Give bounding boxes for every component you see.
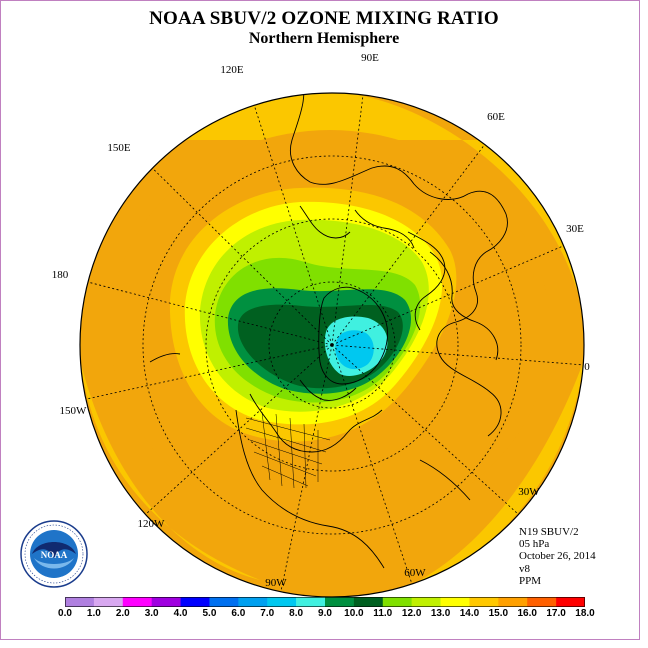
lon-label-120w: 120W [138, 518, 166, 530]
colorbar-segment [209, 597, 239, 607]
colorbar-tick-label: 2.0 [115, 608, 130, 619]
map-title: NOAA SBUV/2 OZONE MIXING RATIO [149, 8, 499, 29]
meridian-150e [133, 149, 333, 346]
colorbar-tick-label: 7.0 [260, 608, 275, 619]
lon-label-150w: 150W [60, 405, 88, 417]
lon-label-30e: 30E [566, 223, 584, 235]
colorbar-segment [325, 597, 355, 607]
colorbar-segment [267, 597, 297, 607]
longitude-labels: 90E 60E 30E 0 30W 60W 90W 120W 150W 180 … [52, 52, 591, 589]
colorbar-segment [151, 597, 181, 607]
colorbar-tick-label: 14.0 [459, 608, 480, 619]
meridian-60w [331, 344, 413, 585]
lon-label-0: 0 [584, 361, 590, 373]
lon-label-150e: 150E [107, 142, 131, 154]
colorbar-tick-label: 15.0 [488, 608, 509, 619]
colorbar-segment [411, 597, 441, 607]
latitude-circle-45 [142, 155, 522, 535]
meridian-120e [245, 93, 333, 346]
ozone-field [80, 93, 584, 597]
colorbar-segment [122, 597, 152, 607]
colorbar-tick-labels: 0.0 1.0 2.0 3.0 4.0 5.0 6.0 7.0 8.0 9.0 10.0 11.0 12… [0, 608, 648, 622]
info-units: PPM [519, 574, 542, 587]
meridian-120w [145, 344, 333, 515]
info-version: v8 [519, 562, 530, 575]
lon-label-90e: 90E [361, 52, 379, 64]
colorbar-tick-label: 12.0 [401, 608, 422, 619]
lon-label-60e: 60E [487, 111, 505, 123]
coastlines [149, 93, 508, 569]
graticule [80, 93, 584, 597]
colorbar-tick-label: 18.0 [575, 608, 595, 619]
noaa-logo: NOAA [20, 520, 88, 588]
colorbar-tick-label: 16.0 [517, 608, 537, 619]
meridian-30w [331, 344, 519, 515]
colorbar-tick-label: 10.0 [344, 608, 364, 619]
meridian-150w [81, 344, 333, 401]
colorbar-segment [180, 597, 210, 607]
political-boundaries [245, 411, 331, 489]
colorbar-segment [556, 597, 585, 607]
lon-label-120e: 120E [220, 64, 244, 76]
map-subtitle: Northern Hemisphere [248, 30, 400, 47]
colorbar-tick-label: 5.0 [202, 608, 217, 619]
colorbar [65, 597, 585, 607]
colorbar-segment [440, 597, 470, 607]
info-pressure: 05 hPa [519, 538, 550, 551]
colorbar-tick-label: 11.0 [373, 608, 393, 619]
colorbar-segment [238, 597, 268, 607]
colorbar-tick-label: 3.0 [144, 608, 159, 619]
meridian-30e [331, 239, 578, 346]
info-satellite: N19 SBUV/2 [519, 526, 579, 538]
lon-label-90w: 90W [265, 577, 287, 589]
colorbar-segment [527, 597, 557, 607]
colorbar-segment [498, 597, 528, 607]
colorbar-segment [296, 597, 326, 607]
colorbar-tick-label: 13.0 [430, 608, 451, 619]
lon-label-180: 180 [52, 269, 69, 281]
colorbar-segment [65, 597, 95, 607]
noaa-logo-text: NOAA [41, 550, 68, 560]
product-info: N19 SBUV/2 05 hPa October 26, 2014 v8 PP… [519, 526, 596, 587]
colorbar-tick-label: 1.0 [86, 608, 101, 619]
colorbar-tick-label: 9.0 [318, 608, 332, 619]
colorbar-tick-label: 8.0 [289, 608, 304, 619]
lon-label-60w: 60W [404, 567, 426, 579]
colorbar-tick-label: 4.0 [173, 608, 188, 619]
info-date: October 26, 2014 [519, 550, 596, 563]
lon-label-30w: 30W [518, 486, 540, 498]
colorbar-tick-label: 6.0 [231, 608, 246, 619]
ozone-contour-6 [335, 330, 374, 370]
colorbar-segment [353, 597, 384, 607]
colorbar-segment [382, 597, 412, 607]
meridian-0 [331, 344, 584, 366]
meridian-180 [80, 279, 333, 346]
colorbar-tick-label: 17.0 [546, 608, 566, 619]
colorbar-segment [469, 597, 499, 607]
latitude-circle-60 [205, 218, 459, 472]
colorbar-tick-label: 0.0 [58, 608, 72, 619]
latitude-circle-75 [268, 281, 396, 409]
colorbar-outline [65, 597, 585, 607]
colorbar-segment [93, 597, 124, 607]
